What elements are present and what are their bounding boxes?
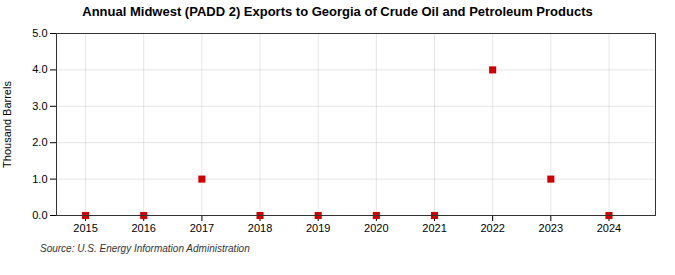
svg-text:2018: 2018 [248, 222, 272, 234]
svg-text:4.0: 4.0 [32, 63, 47, 75]
svg-text:2023: 2023 [539, 222, 563, 234]
svg-text:2.0: 2.0 [32, 136, 47, 148]
svg-text:Thousand Barrels: Thousand Barrels [1, 81, 13, 168]
svg-text:2019: 2019 [306, 222, 330, 234]
svg-text:2015: 2015 [73, 222, 97, 234]
svg-text:2021: 2021 [422, 222, 446, 234]
svg-text:2020: 2020 [364, 222, 388, 234]
svg-text:2016: 2016 [131, 222, 155, 234]
html-text:Source: U.S. Energy Informatio: Source: U.S. Energy Information Administ… [40, 243, 250, 254]
svg-text:2022: 2022 [480, 222, 504, 234]
html-text:Annual Midwest (PADD 2) Export: Annual Midwest (PADD 2) Exports to Georg… [82, 4, 593, 19]
svg-text:3.0: 3.0 [32, 100, 47, 112]
svg-text:2017: 2017 [190, 222, 214, 234]
svg-text:0.0: 0.0 [32, 209, 47, 221]
svg-text:1.0: 1.0 [32, 173, 47, 185]
svg-text:5.0: 5.0 [32, 27, 47, 39]
svg-text:2024: 2024 [597, 222, 621, 234]
